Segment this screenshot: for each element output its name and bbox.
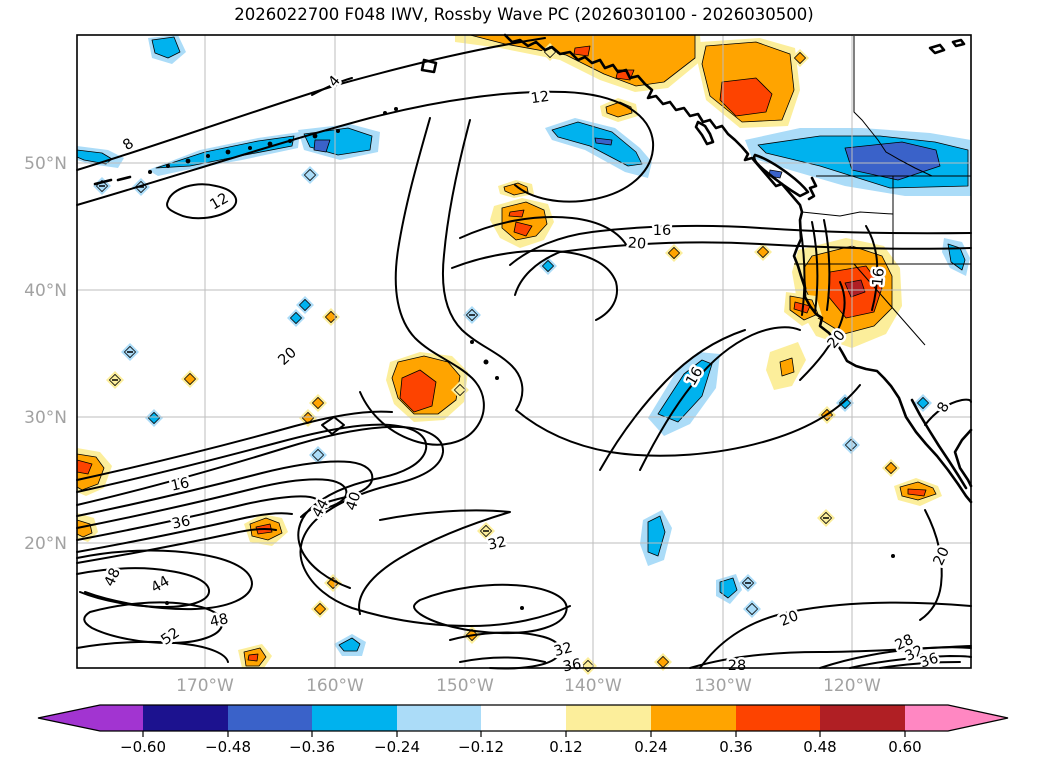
colorbar-tick-label: 0.24	[634, 738, 667, 756]
colorbar-tick-label: −0.60	[120, 738, 166, 756]
shading-patch	[513, 221, 533, 237]
colorbar-tick-label: 0.60	[888, 738, 921, 756]
shading-patch	[779, 357, 795, 377]
y-axis-tick-label: 30°N	[24, 408, 67, 428]
shading-patch	[594, 137, 613, 146]
contour-label: 44	[309, 497, 332, 521]
contour-label: 20	[931, 545, 953, 568]
shading-patch	[719, 577, 738, 599]
contour-label: 32	[487, 534, 508, 553]
colorbar-tick-label: 0.48	[803, 738, 836, 756]
colorbar: −0.60 −0.48 −0.36 −0.24 −0.12 0.12 0.24 0.36 0.4…	[37, 704, 1009, 756]
colorbar-tick-label: −0.48	[205, 738, 251, 756]
shading-patch	[647, 515, 666, 557]
contour-label: 20	[275, 345, 299, 369]
colorbar-segment	[397, 705, 481, 731]
colorbar-segment	[736, 705, 820, 731]
shading-patch	[573, 45, 591, 57]
colorbar-segment	[651, 705, 736, 731]
anomaly-marker-core	[757, 246, 769, 258]
anomaly-marker-core	[184, 373, 196, 385]
x-axis-tick-label: 160°W	[306, 676, 364, 696]
contour-label: 16	[870, 267, 888, 287]
plot-frame	[76, 34, 972, 669]
colorbar-segment	[312, 705, 397, 731]
colorbar-outline	[37, 704, 1009, 732]
anomaly-marker-core	[839, 397, 851, 409]
figure-title: 2026022700 F048 IWV, Rossby Wave PC (202…	[234, 5, 813, 24]
anomaly-marker-core	[290, 312, 302, 324]
x-axis-tick-label: 170°W	[176, 676, 234, 696]
x-axis-tick-label: 140°W	[564, 676, 622, 696]
contour-label: 28	[728, 658, 746, 674]
shading-patch	[844, 279, 866, 298]
colorbar-segment	[820, 705, 905, 731]
shading-patch	[399, 369, 437, 413]
anomaly-marker-core	[312, 397, 324, 409]
colorbar-tick-label: −0.12	[458, 738, 504, 756]
axis-labels: 50°N 40°N 30°N 20°N 170°W 160°W 150°W 140°W 130°…	[24, 154, 881, 696]
x-axis-tick-label: 130°W	[694, 676, 752, 696]
shading-patch	[551, 121, 643, 167]
shading-patch	[469, 34, 696, 87]
colorbar-extend-right	[905, 705, 1008, 731]
coastlines	[93, 33, 973, 504]
colorbar-tick-label: 0.36	[719, 738, 752, 756]
anomaly-marker-core	[794, 52, 806, 64]
y-axis-tick-label: 50°N	[24, 154, 67, 174]
shading-patches	[76, 34, 971, 675]
x-axis-tick-label: 150°W	[436, 676, 494, 696]
contour-label: 32	[552, 640, 574, 660]
colorbar-tick-label: 0.12	[549, 738, 582, 756]
contour-label: 20	[627, 235, 647, 252]
anomaly-marker-core	[917, 397, 929, 409]
shading-patch	[907, 488, 927, 497]
contour-label: 12	[530, 89, 551, 107]
colorbar-segment	[228, 705, 312, 731]
colorbar-extend-left	[38, 705, 143, 731]
colorbar-segment	[143, 705, 228, 731]
anomaly-marker-core	[542, 260, 554, 272]
anomaly-marker-core	[746, 603, 758, 615]
shading-patch	[247, 653, 259, 662]
y-axis-tick-label: 40°N	[24, 281, 67, 301]
anomaly-marker-core	[327, 577, 339, 589]
anomaly-marker-core	[668, 247, 680, 259]
shading-patch	[313, 139, 331, 153]
political-borders	[794, 36, 971, 346]
contour-label: 52	[158, 625, 182, 649]
x-axis-tick-label: 120°W	[823, 676, 881, 696]
anomaly-marker-core	[454, 384, 466, 396]
shading-patch	[338, 637, 361, 652]
anomaly-marker-core	[312, 449, 324, 461]
colorbar-tick-label: −0.36	[289, 738, 335, 756]
shading-patch	[503, 182, 529, 196]
anomaly-marker-core	[582, 660, 594, 672]
anomaly-marker-core	[148, 412, 160, 424]
shading-patch	[155, 135, 295, 169]
colorbar-segment	[481, 705, 566, 731]
contour-label: 12	[208, 190, 232, 213]
anomaly-marker-core	[885, 462, 897, 474]
anomaly-marker-core	[304, 169, 316, 181]
shading-patch	[508, 209, 525, 218]
shading-patch	[151, 36, 181, 59]
iwv-contours	[76, 37, 972, 670]
contour-label: 36	[562, 657, 583, 676]
anomaly-marker-core	[299, 299, 311, 311]
anomaly-marker-core	[314, 603, 326, 615]
aleutian-islands	[148, 107, 398, 174]
shading-patch	[719, 77, 773, 117]
colorbar-tick-label: −0.24	[374, 738, 420, 756]
contour-label: 48	[209, 611, 230, 630]
contour-label: 44	[149, 573, 173, 596]
y-axis-tick-label: 20°N	[24, 534, 67, 554]
anomaly-marker-core	[845, 439, 857, 451]
contour-label: 16	[653, 223, 671, 239]
colorbar-segment	[566, 705, 651, 731]
